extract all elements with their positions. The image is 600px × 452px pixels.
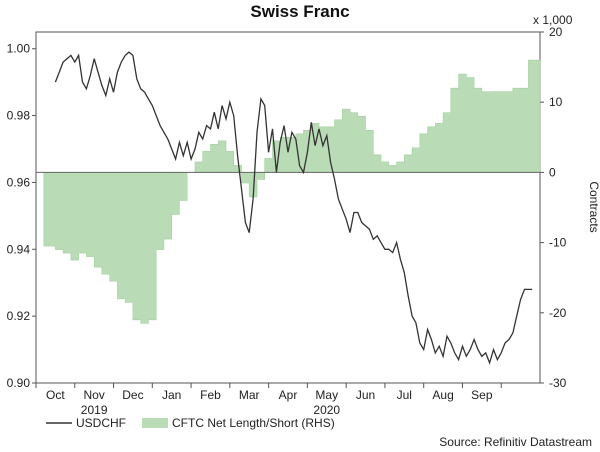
left-tick-label: 0.96 bbox=[7, 175, 31, 189]
cftc-area bbox=[43, 59, 541, 324]
legend-cftc-swatch bbox=[142, 418, 168, 428]
legend: USDCHF CFTC Net Length/Short (RHS) bbox=[46, 416, 335, 430]
x-tick-label: May bbox=[315, 388, 338, 402]
x-tick-label: Oct bbox=[46, 388, 65, 402]
right-axis-ticks: -30 -20 -10 0 10 20 bbox=[540, 25, 567, 390]
left-axis-ticks: 0.90 0.92 0.94 0.96 0.98 1.00 bbox=[7, 42, 36, 390]
plot-frame bbox=[35, 31, 541, 384]
x-tick-label: Nov bbox=[83, 388, 104, 402]
right-tick-label: -30 bbox=[549, 376, 567, 390]
x-tick-label: Jun bbox=[356, 388, 375, 402]
right-axis-multiplier: x 1,000 bbox=[533, 13, 573, 27]
right-tick-label: 20 bbox=[549, 25, 563, 39]
plot-border bbox=[35, 31, 541, 384]
year-label: 2020 bbox=[313, 403, 340, 417]
x-tick-label: Mar bbox=[239, 388, 260, 402]
left-tick-label: 0.94 bbox=[7, 242, 31, 256]
left-tick-label: 1.00 bbox=[7, 42, 31, 56]
x-tick-label: Apr bbox=[279, 388, 298, 402]
legend-usdchf-label: USDCHF bbox=[76, 416, 126, 430]
usdchf-line bbox=[54, 51, 533, 365]
x-tick-label: Dec bbox=[122, 388, 143, 402]
x-tick-label: Jul bbox=[397, 388, 412, 402]
left-tick-label: 0.90 bbox=[7, 376, 31, 390]
usdchf-line-series bbox=[54, 51, 533, 365]
left-tick-label: 0.98 bbox=[7, 109, 31, 123]
right-tick-label: 10 bbox=[549, 95, 563, 109]
right-tick-label: 0 bbox=[549, 165, 556, 179]
left-tick-label: 0.92 bbox=[7, 309, 31, 323]
right-axis-label: Contracts bbox=[587, 181, 600, 232]
x-tick-label: Sep bbox=[471, 388, 493, 402]
x-tick-label: Aug bbox=[432, 388, 453, 402]
right-tick-label: -10 bbox=[549, 236, 567, 250]
chart-title: Swiss Franc bbox=[250, 2, 349, 21]
x-tick-label: Feb bbox=[200, 388, 221, 402]
cftc-area-series bbox=[43, 59, 541, 324]
year-label: 2019 bbox=[81, 403, 108, 417]
right-tick-label: -20 bbox=[549, 306, 567, 320]
source-note: Source: Refinitiv Datastream bbox=[439, 435, 592, 449]
x-axis-ticks: Oct Nov Dec Jan Feb Mar Apr May Jun Jul Aug Sep 2019… bbox=[35, 383, 502, 417]
x-tick-label: Jan bbox=[162, 388, 181, 402]
legend-cftc-label: CFTC Net Length/Short (RHS) bbox=[172, 416, 335, 430]
